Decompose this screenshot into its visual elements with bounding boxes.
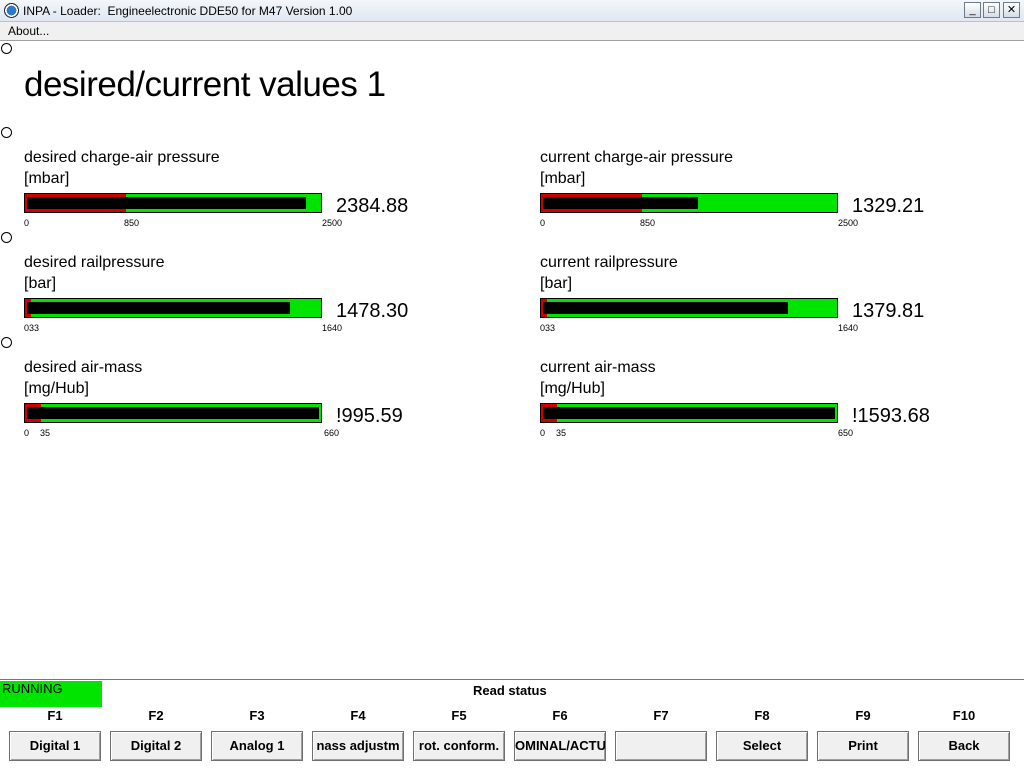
gauge-unit: [mbar] <box>24 170 70 187</box>
gauge-mid-tick: 850 <box>640 218 656 228</box>
f9-print-button[interactable]: Print <box>817 731 909 761</box>
gauge-value: !995.59 <box>336 405 403 427</box>
gauge-value: 1379.81 <box>852 300 925 322</box>
gauge-current-railpressure: current railpressure [bar] 1379.81 033 1… <box>540 254 960 344</box>
maximize-button[interactable]: □ <box>983 2 1000 18</box>
window-title: INPA - Loader: Engineelectronic DDE50 fo… <box>23 4 353 18</box>
gauge-max-tick: 1640 <box>322 323 343 333</box>
gauge-mid-tick: 35 <box>556 428 567 438</box>
fkey-label-f3: F3 <box>249 708 265 723</box>
gauge-fill <box>27 302 290 314</box>
f6-nominal-actual-button[interactable]: OMINAL/ACTU. <box>514 731 606 761</box>
read-status-label: Read status <box>473 683 547 698</box>
gauge-min-tick: 0 <box>24 218 30 228</box>
gauge-max-tick: 2500 <box>322 218 343 228</box>
gauge-max-tick: 650 <box>838 428 854 438</box>
gauge-bar <box>540 403 838 423</box>
gauge-max-tick: 660 <box>324 428 340 438</box>
fkey-label-f7: F7 <box>653 708 669 723</box>
radio-indicator <box>1 43 12 54</box>
gauge-value: 1329.21 <box>852 195 925 217</box>
gauge-bar <box>540 193 838 213</box>
gauge-label: current air-mass <box>540 359 656 376</box>
gauge-bar <box>24 403 322 423</box>
f7-empty-button[interactable] <box>615 731 707 761</box>
radio-indicator <box>1 127 12 138</box>
gauge-current-air-mass: current air-mass [mg/Hub] !1593.68 0 35 … <box>540 359 960 449</box>
f2-digital2-button[interactable]: Digital 2 <box>110 731 202 761</box>
bmw-logo-icon <box>4 3 19 18</box>
minimize-button[interactable]: _ <box>964 2 981 18</box>
gauge-unit: [mbar] <box>540 170 586 187</box>
radio-indicator <box>1 232 12 243</box>
radio-indicator <box>1 337 12 348</box>
gauge-min-tick: 0 <box>24 428 30 438</box>
fkey-label-f2: F2 <box>148 708 164 723</box>
gauge-value: 1478.30 <box>336 300 409 322</box>
gauge-unit: [bar] <box>24 275 57 292</box>
gauge-label: desired charge-air pressure <box>24 149 220 166</box>
gauge-label: current charge-air pressure <box>540 149 733 166</box>
fkey-label-f10: F10 <box>952 708 976 723</box>
title-bar: INPA - Loader: Engineelectronic DDE50 fo… <box>0 0 1024 22</box>
fkey-label-f9: F9 <box>855 708 871 723</box>
gauge-label: current railpressure <box>540 254 678 271</box>
gauge-min-tick: 0 <box>540 218 546 228</box>
gauge-bar <box>24 193 322 213</box>
gauge-fill <box>27 197 306 209</box>
gauge-mid-tick: 850 <box>124 218 140 228</box>
function-key-panel: RUNNING Read status F1 F2 F3 F4 F5 F6 F7… <box>0 679 1024 768</box>
close-button[interactable]: ✕ <box>1003 2 1020 18</box>
f3-analog1-button[interactable]: Analog 1 <box>211 731 303 761</box>
f10-back-button[interactable]: Back <box>918 731 1010 761</box>
gauge-fill <box>543 302 788 314</box>
menu-bar: About... <box>0 22 1024 41</box>
gauge-min-tick: 033 <box>24 323 40 333</box>
gauge-fill <box>27 407 319 419</box>
menu-about[interactable]: About... <box>8 24 50 38</box>
gauge-desired-railpressure: desired railpressure [bar] 1478.30 033 1… <box>24 254 444 344</box>
gauge-min-tick: 0 <box>540 428 546 438</box>
main-content: desired/current values 1 desired charge-… <box>0 41 1024 679</box>
fkey-label-f6: F6 <box>552 708 568 723</box>
gauge-max-tick: 2500 <box>838 218 859 228</box>
gauge-unit: [mg/Hub] <box>24 380 89 397</box>
page-title: desired/current values 1 <box>24 65 386 104</box>
fkey-label-f8: F8 <box>754 708 770 723</box>
gauge-unit: [bar] <box>540 275 573 292</box>
gauge-bar <box>540 298 838 318</box>
gauge-mid-tick: 35 <box>40 428 51 438</box>
f8-select-button[interactable]: Select <box>716 731 808 761</box>
fkey-label-f1: F1 <box>47 708 63 723</box>
gauge-value: !1593.68 <box>852 405 930 427</box>
gauge-desired-air-mass: desired air-mass [mg/Hub] !995.59 0 35 6… <box>24 359 444 449</box>
gauge-min-tick: 033 <box>540 323 556 333</box>
gauge-value: 2384.88 <box>336 195 409 217</box>
f1-digital1-button[interactable]: Digital 1 <box>9 731 101 761</box>
status-running-badge: RUNNING <box>0 681 102 707</box>
gauge-max-tick: 1640 <box>838 323 859 333</box>
gauge-label: desired railpressure <box>24 254 165 271</box>
fkey-label-f4: F4 <box>350 708 366 723</box>
gauge-desired-charge-air-pressure: desired charge-air pressure [mbar] 2384.… <box>24 149 444 239</box>
f4-mass-adjust-button[interactable]: nass adjustm <box>312 731 404 761</box>
gauge-bar <box>24 298 322 318</box>
gauge-fill <box>543 197 698 209</box>
fkey-label-f5: F5 <box>451 708 467 723</box>
gauge-unit: [mg/Hub] <box>540 380 605 397</box>
gauge-label: desired air-mass <box>24 359 143 376</box>
gauge-current-charge-air-pressure: current charge-air pressure [mbar] 1329.… <box>540 149 960 239</box>
gauge-fill <box>543 407 835 419</box>
f5-rot-conform-button[interactable]: rot. conform. <box>413 731 505 761</box>
